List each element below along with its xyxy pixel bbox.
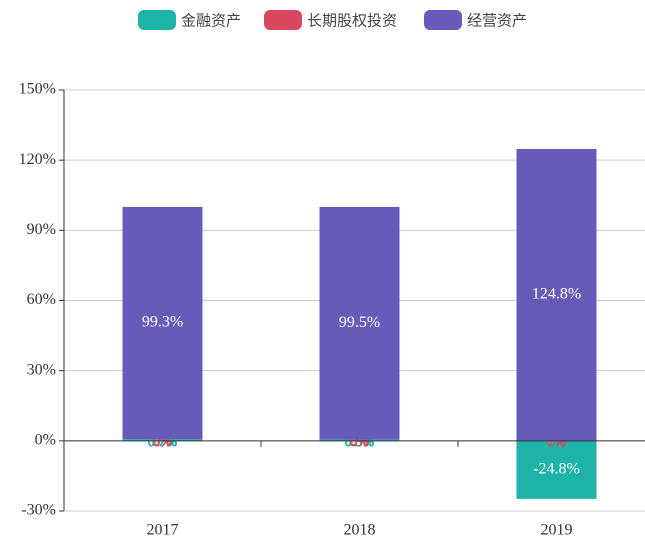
legend-swatch <box>264 10 302 30</box>
x-tick-label: 2018 <box>344 522 376 539</box>
legend: 金融资产 长期股权投资 经营资产 <box>138 10 527 30</box>
legend-label: 金融资产 <box>181 12 241 30</box>
bar <box>516 440 597 499</box>
y-tick-label: -30% <box>21 502 56 519</box>
bar <box>122 206 203 440</box>
bar <box>516 148 597 441</box>
bar <box>319 439 400 441</box>
value-label: 99.3% <box>142 314 183 331</box>
value-label: 124.8% <box>532 286 581 303</box>
y-tick-label: 30% <box>27 361 56 378</box>
x-tick-label: 2019 <box>541 522 573 539</box>
bar <box>319 206 400 440</box>
legend-label: 长期股权投资 <box>307 12 397 30</box>
y-tick-label: 120% <box>19 151 56 168</box>
bar <box>122 439 203 441</box>
y-tick-label: 60% <box>27 291 56 308</box>
legend-label: 经营资产 <box>467 12 527 30</box>
y-tick-label: 150% <box>19 81 56 98</box>
legend-swatch <box>138 10 176 30</box>
value-label: 99.5% <box>339 314 380 331</box>
value-label: -24.8% <box>533 461 580 478</box>
y-tick-label: 0% <box>35 432 56 449</box>
y-tick-label: 90% <box>27 221 56 238</box>
legend-swatch <box>424 10 462 30</box>
x-tick-label: 2017 <box>147 522 179 539</box>
